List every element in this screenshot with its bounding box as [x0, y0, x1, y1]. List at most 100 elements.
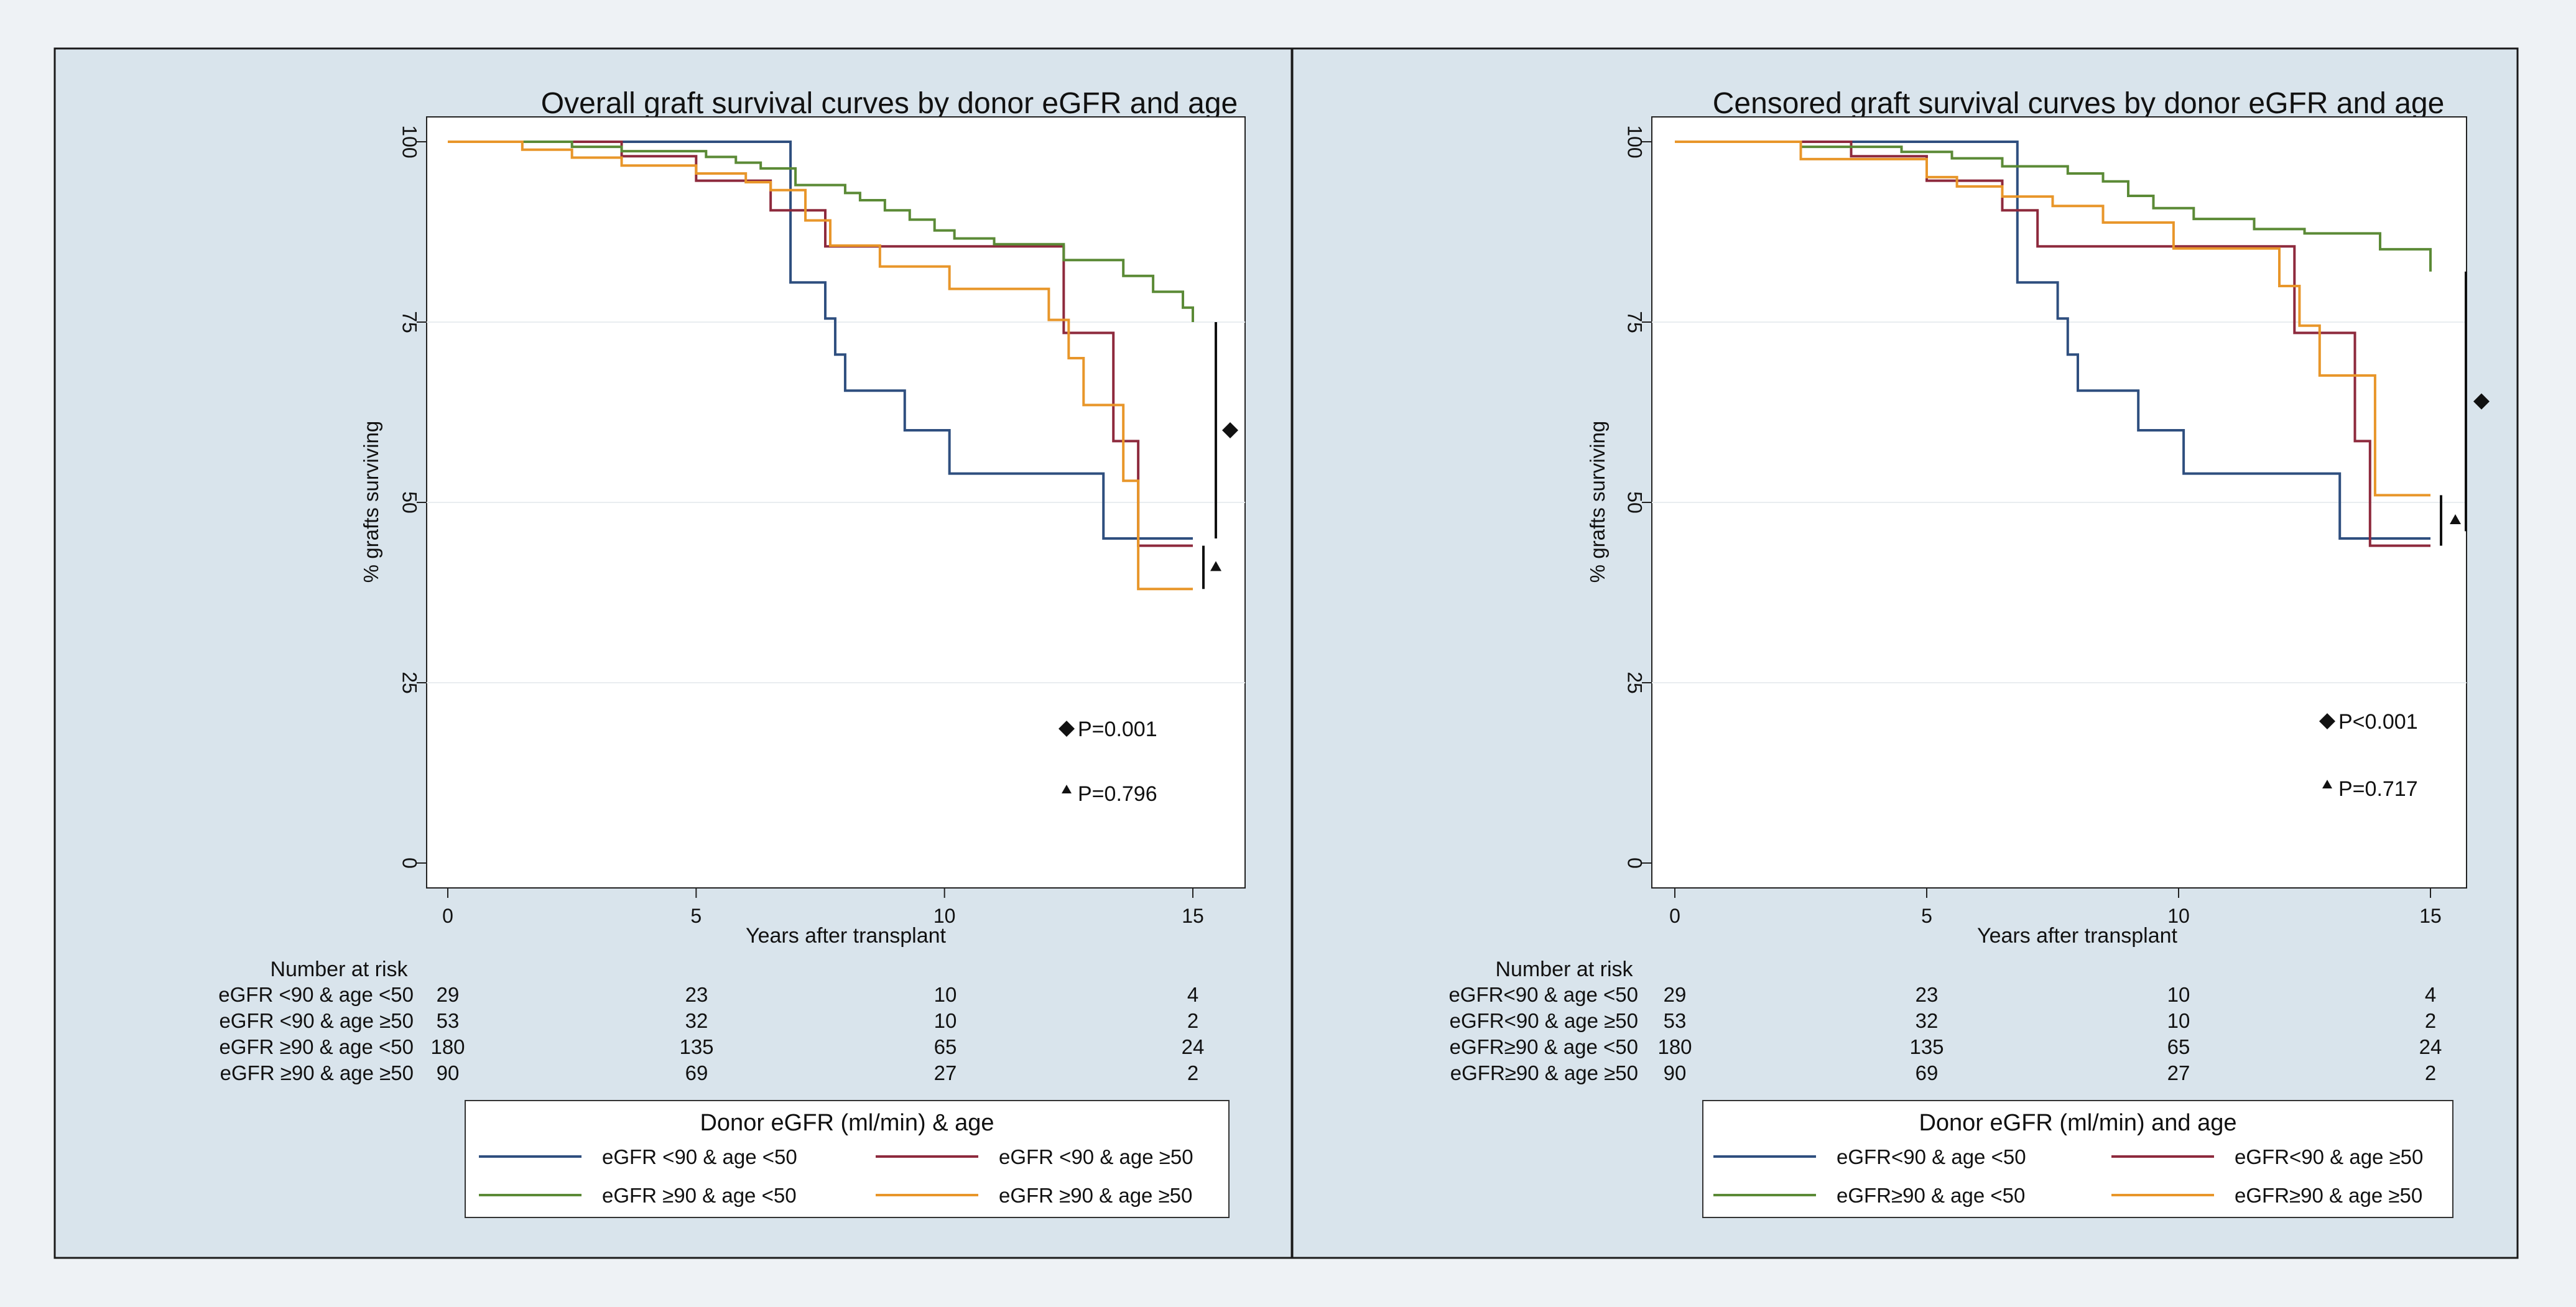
legend-label-3: eGFR ≥90 & age <50	[602, 1184, 797, 1207]
legend-label-4: eGFR≥90 & age ≥50	[2235, 1184, 2422, 1207]
risk-count: 180	[1657, 1035, 1692, 1058]
risk-count: 10	[934, 983, 957, 1006]
p-value-diamond: P=0.001	[1078, 718, 1157, 741]
legend: Donor eGFR (ml/min) & age eGFR <90 & age…	[465, 1100, 1230, 1218]
risk-count: 90	[437, 1061, 460, 1084]
legend: Donor eGFR (ml/min) and age eGFR<90 & ag…	[1702, 1100, 2453, 1218]
chart-title: Censored graft survival curves by donor …	[1713, 87, 2445, 120]
risk-count: 4	[2425, 983, 2436, 1006]
risk-count: 69	[685, 1061, 708, 1084]
risk-row-label: eGFR<90 & age <50	[1448, 983, 1638, 1006]
diamond-marker	[2473, 393, 2490, 410]
risk-count: 180	[430, 1035, 465, 1058]
risk-count: 27	[2167, 1061, 2190, 1084]
risk-count: 135	[1909, 1035, 1944, 1058]
triangle-marker	[2450, 514, 2461, 524]
risk-count: 10	[2167, 1009, 2190, 1032]
risk-table-header: Number at risk	[1495, 958, 1633, 981]
y-tick-label: 100	[399, 125, 421, 158]
legend-label-1: eGFR <90 & age <50	[602, 1145, 797, 1168]
y-tick-label: 50	[1624, 491, 1646, 514]
x-tick-label: 15	[1182, 905, 1204, 927]
series-line-2	[1675, 141, 2430, 547]
risk-table-header: Number at risk	[270, 958, 408, 981]
risk-row-label: eGFR <90 & age <50	[218, 983, 414, 1006]
risk-count: 53	[1664, 1009, 1687, 1032]
chart-title: Overall graft survival curves by donor e…	[541, 87, 1238, 120]
series-line-1	[448, 141, 1193, 540]
y-axis-label: % grafts surviving	[1586, 421, 1609, 583]
y-axis-label: % grafts surviving	[359, 421, 382, 583]
risk-count: 53	[437, 1009, 460, 1032]
risk-count: 65	[934, 1035, 957, 1058]
risk-count: 23	[1916, 983, 1939, 1006]
legend-label-3: eGFR≥90 & age <50	[1837, 1184, 2025, 1207]
p-diamond-marker	[1059, 721, 1075, 737]
series-line-1	[1675, 141, 2430, 540]
risk-table: eGFR<90 & age <50 29 23 10 4 eGFR<90 & age ≥5…	[1448, 983, 2442, 1084]
x-tick-label: 5	[690, 905, 702, 927]
p-value-triangle: P=0.796	[1078, 782, 1157, 806]
x-tick-label: 0	[1669, 905, 1680, 927]
p-diamond-marker	[2319, 713, 2335, 729]
risk-count: 2	[1187, 1009, 1198, 1032]
p-value-triangle: P=0.717	[2338, 777, 2418, 801]
series-line-2	[448, 141, 1193, 547]
panel-censored: Censored graft survival curves by donor …	[1291, 47, 2519, 1259]
risk-table: eGFR <90 & age <50 29 23 10 4 eGFR <90 & age …	[218, 983, 1204, 1084]
x-tick-label: 5	[1921, 905, 1932, 927]
triangle-marker	[1210, 561, 1221, 571]
x-tick-label: 0	[442, 905, 453, 927]
risk-count: 2	[2425, 1009, 2436, 1032]
risk-count: 32	[685, 1009, 708, 1032]
risk-row-label: eGFR≥90 & age ≥50	[1450, 1061, 1638, 1084]
y-tick-label: 100	[1624, 125, 1646, 158]
risk-count: 65	[2167, 1035, 2190, 1058]
risk-row-label: eGFR<90 & age ≥50	[1450, 1009, 1638, 1032]
legend-title: Donor eGFR (ml/min) & age	[700, 1110, 994, 1136]
risk-count: 69	[1916, 1061, 1939, 1084]
y-tick-label: 75	[1624, 311, 1646, 333]
legend-label-2: eGFR <90 & age ≥50	[999, 1145, 1193, 1168]
plot-area: 0 25 50 75 100 0 5 10 15 P<0.001 P=0.717	[1624, 116, 2490, 927]
legend-title: Donor eGFR (ml/min) and age	[1919, 1110, 2236, 1136]
x-tick-label: 15	[2419, 905, 2442, 927]
y-tick-label: 75	[399, 311, 421, 333]
x-axis-label: Years after transplant	[1977, 924, 2177, 948]
risk-count: 32	[1916, 1009, 1939, 1032]
legend-box	[1702, 1100, 2453, 1218]
risk-count: 29	[437, 983, 460, 1006]
risk-count: 24	[1182, 1035, 1205, 1058]
series-line-3	[1675, 141, 2432, 272]
x-tick-label: 10	[2167, 905, 2190, 927]
p-triangle-marker	[2322, 780, 2332, 788]
series-line-3	[448, 141, 1194, 322]
series-line-4	[1675, 141, 2430, 497]
panel-overall: Overall graft survival curves by donor e…	[53, 47, 1294, 1259]
p-triangle-marker	[1062, 785, 1072, 793]
diamond-marker	[1222, 422, 1238, 438]
legend-box	[465, 1100, 1230, 1218]
risk-row-label: eGFR ≥90 & age ≥50	[220, 1061, 414, 1084]
plot-area: 0 25 50 75 100 0 5 10 15 P=0.001 P=0.796	[399, 116, 1246, 927]
p-value-diamond: P<0.001	[2338, 710, 2418, 734]
y-tick-label: 25	[1624, 672, 1646, 694]
x-tick-label: 10	[934, 905, 956, 927]
y-tick-label: 0	[1624, 857, 1646, 869]
risk-count: 27	[934, 1061, 957, 1084]
risk-row-label: eGFR <90 & age ≥50	[219, 1009, 414, 1032]
risk-count: 23	[685, 983, 708, 1006]
risk-count: 24	[2419, 1035, 2442, 1058]
legend-label-2: eGFR<90 & age ≥50	[2235, 1145, 2423, 1168]
risk-count: 135	[679, 1035, 713, 1058]
legend-label-4: eGFR ≥90 & age ≥50	[999, 1184, 1192, 1207]
risk-row-label: eGFR ≥90 & age <50	[219, 1035, 414, 1058]
risk-row-label: eGFR≥90 & age <50	[1450, 1035, 1638, 1058]
risk-count: 4	[1187, 983, 1198, 1006]
risk-count: 10	[2167, 983, 2190, 1006]
legend-label-1: eGFR<90 & age <50	[1837, 1145, 2026, 1168]
risk-count: 29	[1664, 983, 1687, 1006]
y-tick-label: 0	[399, 857, 421, 869]
y-tick-label: 25	[399, 672, 421, 694]
y-tick-label: 50	[399, 491, 421, 514]
